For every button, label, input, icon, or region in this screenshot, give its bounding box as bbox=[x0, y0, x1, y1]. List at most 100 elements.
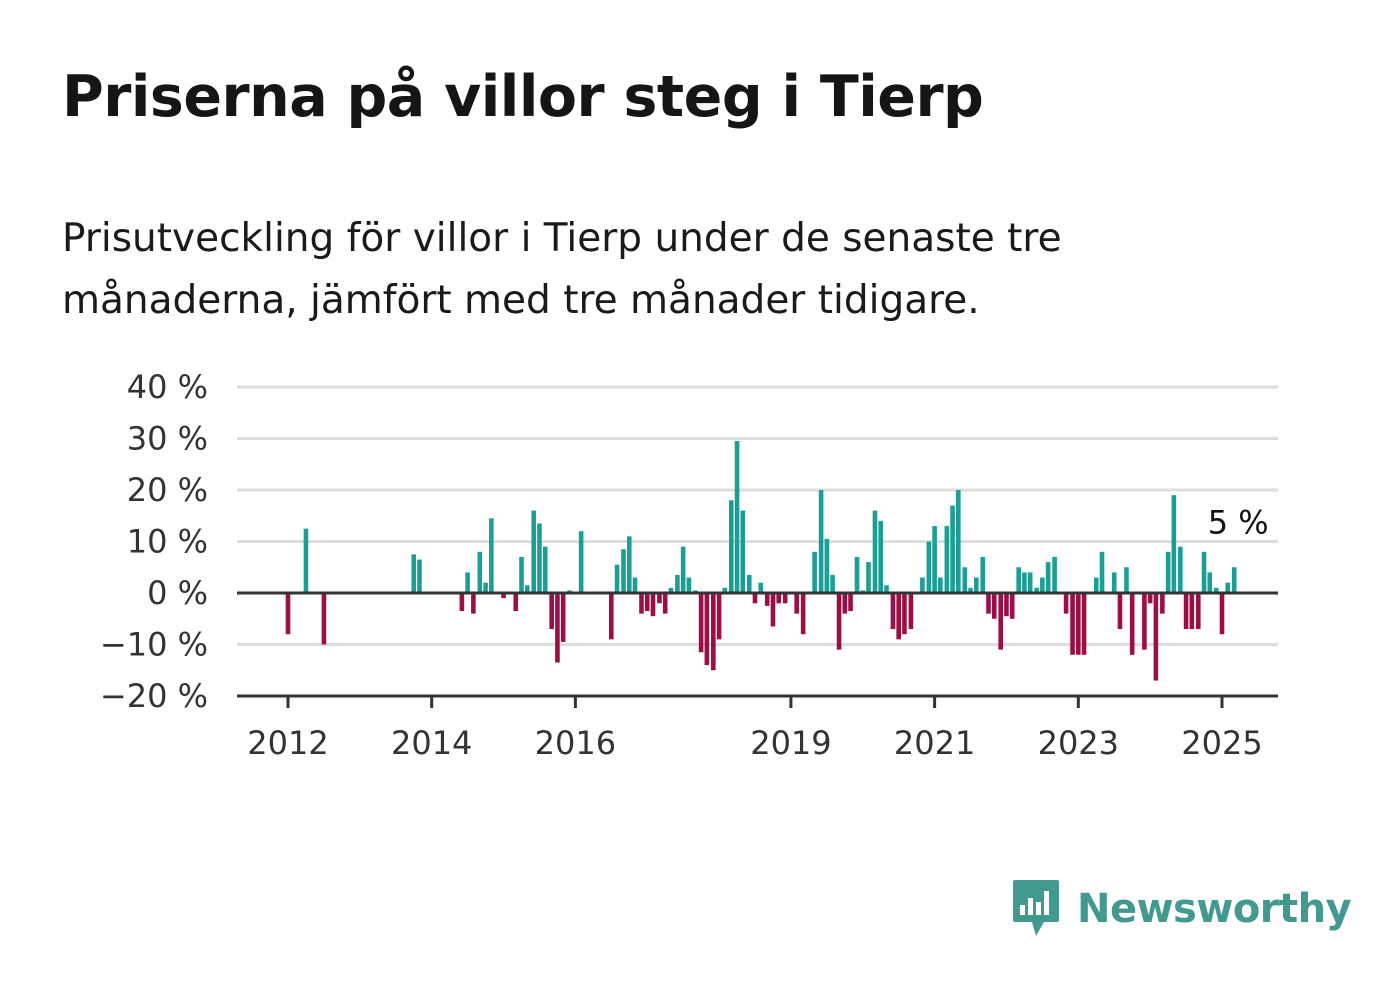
bar bbox=[1201, 551, 1207, 593]
y-tick-label: −10 % bbox=[100, 626, 208, 664]
bar bbox=[1099, 551, 1105, 593]
bar bbox=[1147, 593, 1153, 604]
bar bbox=[830, 574, 835, 593]
bar bbox=[639, 593, 644, 614]
bar bbox=[758, 582, 764, 593]
y-tick-label: 0 % bbox=[147, 574, 208, 612]
bar bbox=[734, 441, 740, 593]
bar bbox=[285, 593, 291, 635]
bar bbox=[321, 593, 327, 645]
bar bbox=[1207, 572, 1213, 593]
bar bbox=[848, 593, 853, 612]
bar bbox=[1171, 495, 1177, 593]
bar bbox=[1111, 572, 1117, 593]
bar bbox=[890, 593, 896, 630]
bar bbox=[711, 593, 716, 671]
bar bbox=[746, 574, 752, 593]
bar bbox=[824, 538, 830, 593]
bar bbox=[1076, 593, 1081, 655]
bar bbox=[644, 593, 650, 612]
bar bbox=[866, 562, 871, 593]
bar bbox=[1063, 593, 1069, 614]
bar bbox=[932, 526, 937, 593]
bar bbox=[704, 593, 710, 666]
bar bbox=[489, 518, 494, 593]
bar bbox=[668, 587, 674, 593]
bar bbox=[1070, 593, 1075, 655]
newsworthy-brand: Newsworthy bbox=[1011, 878, 1352, 940]
bar bbox=[542, 546, 548, 593]
bar bbox=[998, 593, 1004, 650]
bar bbox=[938, 577, 943, 593]
bar bbox=[728, 500, 734, 593]
bar bbox=[524, 585, 530, 593]
axes bbox=[237, 591, 1278, 708]
bar bbox=[417, 559, 422, 593]
bar bbox=[632, 577, 638, 593]
bar bbox=[626, 536, 632, 593]
bar bbox=[1178, 546, 1183, 593]
bar bbox=[1124, 567, 1129, 593]
bar bbox=[519, 556, 524, 593]
bar bbox=[896, 593, 901, 640]
bar bbox=[1004, 593, 1009, 617]
bar bbox=[501, 593, 506, 599]
bar bbox=[950, 505, 955, 593]
bar bbox=[698, 593, 704, 653]
bar bbox=[1195, 593, 1201, 630]
y-tick-label: 30 % bbox=[127, 420, 208, 458]
chart-subtitle: Prisutveckling för villor i Tierp under … bbox=[62, 216, 1062, 323]
bar bbox=[621, 549, 626, 593]
x-tick-label: 2021 bbox=[894, 724, 975, 762]
bar bbox=[1009, 593, 1015, 619]
bar bbox=[555, 593, 560, 663]
x-tick-label: 2023 bbox=[1038, 724, 1119, 762]
bar bbox=[1081, 593, 1087, 655]
bar bbox=[1016, 567, 1021, 593]
bar bbox=[842, 593, 848, 614]
bar bbox=[1160, 593, 1165, 614]
bar bbox=[477, 551, 483, 593]
x-tick-label: 2012 bbox=[247, 724, 328, 762]
bar bbox=[1153, 593, 1159, 681]
bar bbox=[902, 593, 907, 635]
bar bbox=[836, 593, 842, 650]
bar bbox=[1189, 593, 1195, 630]
bar bbox=[1129, 593, 1135, 655]
bar bbox=[1231, 567, 1237, 593]
chart-title: Priserna på villor steg i Tierp bbox=[62, 64, 984, 130]
y-tick-label: 10 % bbox=[127, 523, 208, 561]
gridlines bbox=[237, 385, 1278, 646]
x-tick-label: 2025 bbox=[1181, 724, 1262, 762]
bar bbox=[650, 593, 656, 617]
bar bbox=[578, 531, 584, 593]
bar bbox=[1052, 556, 1057, 593]
bar bbox=[980, 556, 986, 593]
bar bbox=[1040, 577, 1045, 593]
bar-series bbox=[285, 441, 1237, 681]
bar bbox=[962, 567, 968, 593]
bar bbox=[776, 593, 782, 604]
bar bbox=[1027, 572, 1033, 593]
bar bbox=[675, 574, 680, 593]
bar bbox=[1142, 593, 1147, 650]
bar bbox=[1117, 593, 1123, 630]
bar bbox=[752, 593, 758, 604]
last-value-label: 5 % bbox=[1208, 503, 1269, 541]
bar bbox=[303, 528, 309, 593]
bar bbox=[614, 564, 620, 593]
bar bbox=[854, 556, 860, 593]
bar bbox=[800, 593, 806, 635]
tick-labels: 40 % 30 % 20 % 10 % 0 % −10 % −20 % 2012 2014 201… bbox=[100, 368, 1269, 762]
bar bbox=[549, 593, 554, 630]
bar bbox=[794, 593, 799, 614]
brand-name: Newsworthy bbox=[1077, 886, 1352, 932]
bar bbox=[560, 593, 566, 642]
bar bbox=[1225, 582, 1231, 593]
bar bbox=[872, 510, 878, 593]
bar bbox=[884, 585, 889, 593]
bar bbox=[686, 577, 692, 593]
bar bbox=[459, 593, 465, 612]
bar bbox=[716, 593, 722, 640]
